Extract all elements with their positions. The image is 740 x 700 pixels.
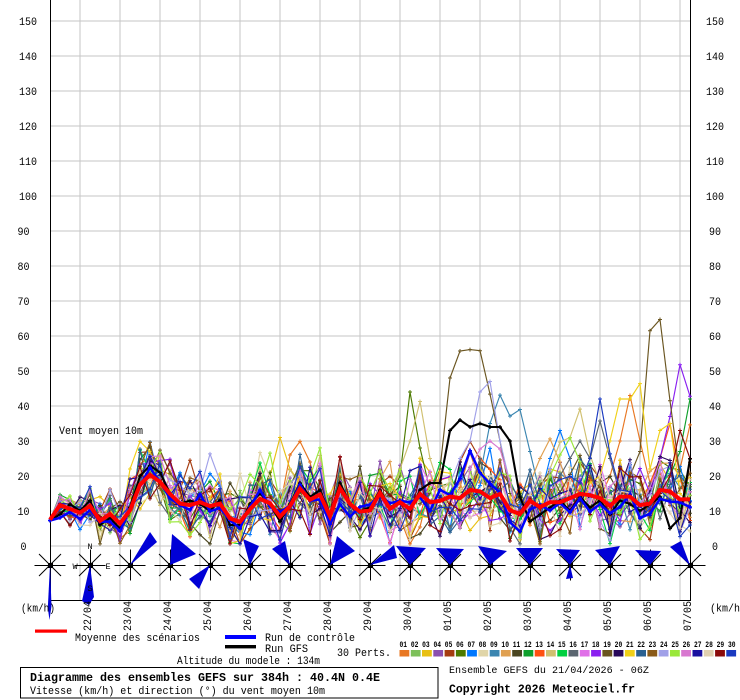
svg-text:80: 80	[709, 262, 721, 274]
svg-text:26/04: 26/04	[243, 601, 255, 631]
svg-text:60: 60	[18, 332, 30, 344]
svg-text:S: S	[87, 584, 92, 594]
svg-text:27/04: 27/04	[283, 601, 295, 631]
svg-text:120: 120	[706, 122, 724, 134]
svg-text:22/04: 22/04	[83, 601, 95, 631]
svg-text:140: 140	[706, 52, 724, 64]
svg-text:150: 150	[19, 17, 37, 29]
svg-text:05/05: 05/05	[603, 601, 615, 631]
svg-text:30: 30	[18, 437, 30, 449]
svg-text:20: 20	[18, 472, 30, 484]
svg-text:10: 10	[709, 507, 721, 519]
svg-text:70: 70	[709, 297, 721, 309]
svg-text:130: 130	[19, 87, 37, 99]
svg-text:30 Perts.: 30 Perts.	[337, 648, 391, 660]
svg-text:W: W	[72, 562, 78, 572]
svg-text:50: 50	[709, 367, 721, 379]
svg-text:03/05: 03/05	[523, 601, 535, 631]
svg-text:01/05: 01/05	[443, 601, 455, 631]
svg-text:Ensemble GEFS du 21/04/2026 -: Ensemble GEFS du 21/04/2026 - 06Z	[449, 665, 649, 677]
svg-text:25/04: 25/04	[203, 601, 215, 631]
svg-text:Diagramme des ensembles GEFS s: Diagramme des ensembles GEFS sur 384h : …	[30, 671, 380, 685]
svg-text:0: 0	[21, 542, 27, 554]
svg-text:30/04: 30/04	[403, 601, 415, 631]
svg-text:140: 140	[19, 52, 37, 64]
svg-text:Moyenne des scénarios: Moyenne des scénarios	[75, 633, 200, 645]
svg-text:40: 40	[709, 402, 721, 414]
svg-text:(km/h): (km/h)	[710, 604, 740, 616]
svg-text:24/04: 24/04	[163, 601, 175, 631]
svg-text:N: N	[87, 542, 92, 552]
svg-text:90: 90	[18, 227, 30, 239]
svg-text:Altitude du modele : 134m: Altitude du modele : 134m	[177, 656, 320, 668]
svg-text:06/05: 06/05	[643, 601, 655, 631]
svg-text:90: 90	[709, 227, 721, 239]
svg-text:70: 70	[18, 297, 30, 309]
svg-text:130: 130	[706, 87, 724, 99]
svg-text:100: 100	[706, 192, 724, 204]
svg-text:07/05: 07/05	[683, 601, 695, 631]
svg-text:Run GFS: Run GFS	[265, 644, 308, 656]
svg-text:110: 110	[19, 157, 37, 169]
svg-text:0: 0	[712, 542, 718, 554]
svg-text:80: 80	[18, 262, 30, 274]
svg-text:02/05: 02/05	[483, 601, 495, 631]
svg-text:10: 10	[18, 507, 30, 519]
svg-text:150: 150	[706, 17, 724, 29]
svg-text:120: 120	[19, 122, 37, 134]
svg-text:28/04: 28/04	[323, 601, 335, 631]
svg-text:30: 30	[709, 437, 721, 449]
svg-text:01 02 03 04 05 06 07 08 09 10: 01 02 03 04 05 06 07 08 09 10 11 12 13 1…	[400, 641, 736, 650]
svg-text:04/05: 04/05	[563, 601, 575, 631]
svg-text:(km/h): (km/h)	[21, 604, 55, 616]
svg-text:110: 110	[706, 157, 724, 169]
svg-text:23/04: 23/04	[123, 601, 135, 631]
svg-text:Vent moyen 10m: Vent moyen 10m	[59, 426, 143, 438]
svg-text:100: 100	[19, 192, 37, 204]
svg-text:40: 40	[18, 402, 30, 414]
svg-text:60: 60	[709, 332, 721, 344]
svg-text:Run de contrôle: Run de contrôle	[265, 633, 355, 645]
svg-text:50: 50	[18, 367, 30, 379]
svg-text:E: E	[105, 562, 110, 572]
svg-text:29/04: 29/04	[363, 601, 375, 631]
svg-text:Vitesse (km/h) et direction (°: Vitesse (km/h) et direction (°) du vent …	[30, 686, 325, 698]
svg-text:20: 20	[709, 472, 721, 484]
svg-text:Copyright 2026 Meteociel.fr: Copyright 2026 Meteociel.fr	[449, 683, 635, 697]
